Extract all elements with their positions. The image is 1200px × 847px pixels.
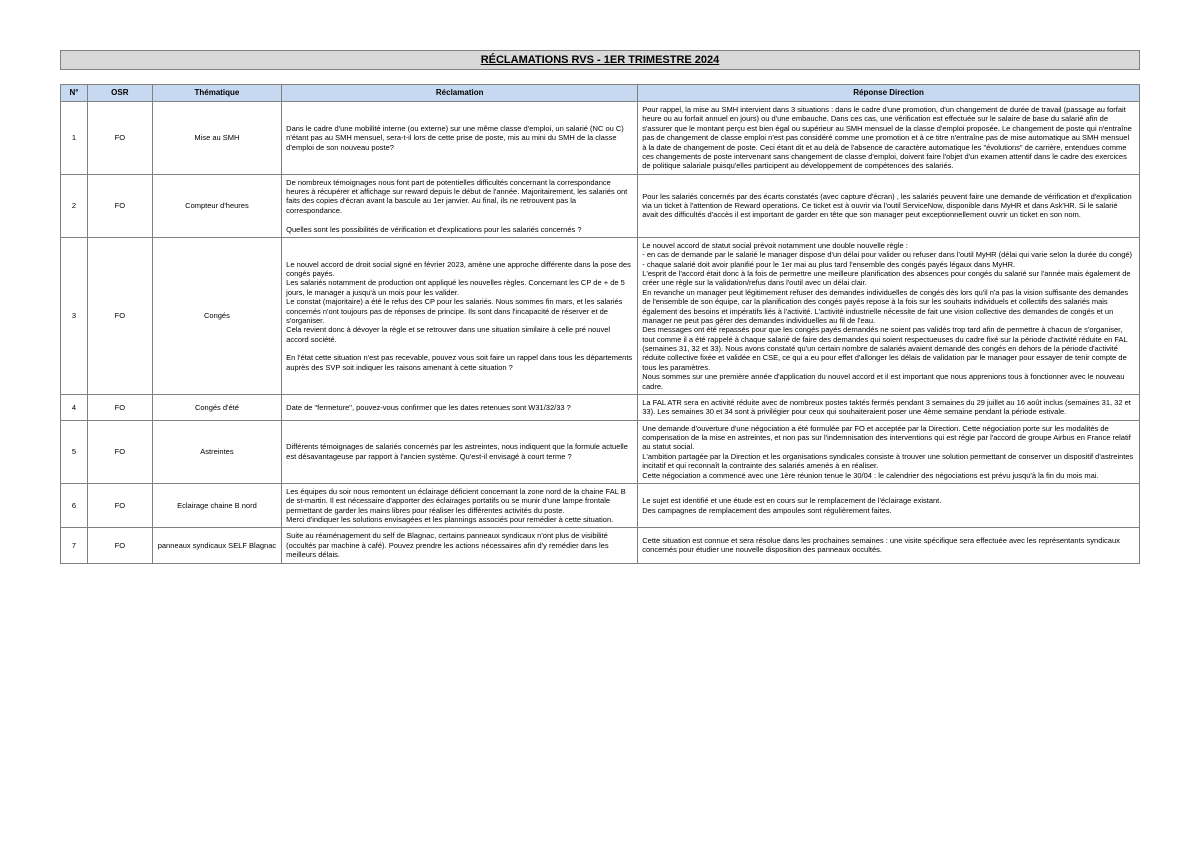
cell-osr: FO	[87, 483, 152, 528]
cell-num: 2	[61, 174, 88, 237]
cell-reponse: Le sujet est identifié et une étude est …	[638, 483, 1140, 528]
cell-num: 1	[61, 102, 88, 175]
cell-theme: Congés d'été	[152, 394, 281, 420]
cell-num: 6	[61, 483, 88, 528]
cell-num: 5	[61, 420, 88, 483]
cell-reclamation: Les équipes du soir nous remontent un éc…	[282, 483, 638, 528]
reclamations-table: N° OSR Thématique Réclamation Réponse Di…	[60, 84, 1140, 564]
cell-theme: Mise au SMH	[152, 102, 281, 175]
cell-reclamation: Suite au réaménagement du self de Blagna…	[282, 528, 638, 563]
cell-reclamation: De nombreux témoignages nous font part d…	[282, 174, 638, 237]
table-row: 6FOEclairage chaine B nordLes équipes du…	[61, 483, 1140, 528]
cell-theme: panneaux syndicaux SELF Blagnac	[152, 528, 281, 563]
cell-reponse: La FAL ATR sera en activité réduite avec…	[638, 394, 1140, 420]
cell-reclamation: Dans le cadre d'une mobilité interne (ou…	[282, 102, 638, 175]
cell-reponse: Le nouvel accord de statut social prévoi…	[638, 237, 1140, 394]
table-header-row: N° OSR Thématique Réclamation Réponse Di…	[61, 85, 1140, 102]
table-row: 4FOCongés d'étéDate de "fermeture", pouv…	[61, 394, 1140, 420]
cell-osr: FO	[87, 394, 152, 420]
cell-osr: FO	[87, 102, 152, 175]
cell-theme: Compteur d'heures	[152, 174, 281, 237]
table-row: 5FOAstreintesDifférents témoignages de s…	[61, 420, 1140, 483]
col-header-reponse: Réponse Direction	[638, 85, 1140, 102]
table-row: 3FOCongésLe nouvel accord de droit socia…	[61, 237, 1140, 394]
cell-theme: Eclairage chaine B nord	[152, 483, 281, 528]
table-row: 7FOpanneaux syndicaux SELF BlagnacSuite …	[61, 528, 1140, 563]
cell-num: 7	[61, 528, 88, 563]
cell-num: 4	[61, 394, 88, 420]
col-header-num: N°	[61, 85, 88, 102]
cell-reponse: Une demande d'ouverture d'une négociatio…	[638, 420, 1140, 483]
col-header-theme: Thématique	[152, 85, 281, 102]
cell-num: 3	[61, 237, 88, 394]
cell-reclamation: Date de "fermeture", pouvez-vous confirm…	[282, 394, 638, 420]
cell-reclamation: Différents témoignages de salariés conce…	[282, 420, 638, 483]
col-header-osr: OSR	[87, 85, 152, 102]
cell-theme: Astreintes	[152, 420, 281, 483]
cell-osr: FO	[87, 528, 152, 563]
cell-reponse: Cette situation est connue et sera résol…	[638, 528, 1140, 563]
table-row: 1FOMise au SMHDans le cadre d'une mobili…	[61, 102, 1140, 175]
cell-reponse: Pour rappel, la mise au SMH intervient d…	[638, 102, 1140, 175]
cell-osr: FO	[87, 420, 152, 483]
col-header-reclamation: Réclamation	[282, 85, 638, 102]
cell-reclamation: Le nouvel accord de droit social signé e…	[282, 237, 638, 394]
page-title: RÉCLAMATIONS RVS - 1ER TRIMESTRE 2024	[60, 50, 1140, 70]
cell-reponse: Pour les salariés concernés par des écar…	[638, 174, 1140, 237]
cell-theme: Congés	[152, 237, 281, 394]
table-row: 2FOCompteur d'heuresDe nombreux témoigna…	[61, 174, 1140, 237]
cell-osr: FO	[87, 174, 152, 237]
cell-osr: FO	[87, 237, 152, 394]
